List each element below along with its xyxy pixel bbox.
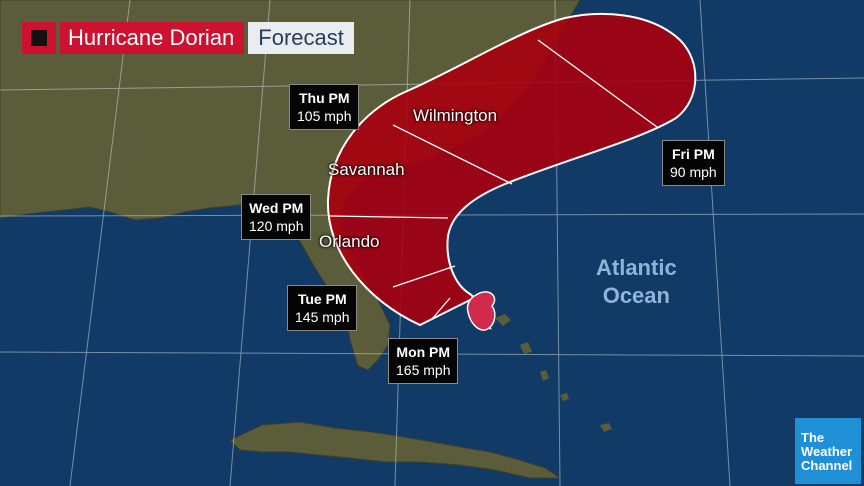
forecast-cone [326,12,697,330]
forecast-point-mon: Mon PM 165 mph [388,338,459,384]
forecast-wind: 90 mph [670,164,717,180]
title-forecast: Forecast [248,22,354,54]
city-label-savannah: Savannah [328,160,405,179]
forecast-point-tue: Tue PM 145 mph [287,285,358,331]
logo-line3: Channel [801,458,853,473]
title-bar: Hurricane Dorian Forecast [22,22,354,54]
bahamas-island [540,370,549,381]
ocean-label: Atlantic Ocean [596,254,677,310]
forecast-wind: 105 mph [297,108,352,124]
bahamas-island [520,342,532,354]
hurricane-icon [466,291,496,331]
logo-line2: Weather [801,444,853,459]
city-label-wilmington: Wilmington [413,106,498,125]
title-icon-box [22,22,56,54]
bahamas-island [495,314,511,326]
forecast-wind: 145 mph [295,309,350,325]
forecast-day: Mon PM [396,344,451,360]
forecast-day: Wed PM [249,200,304,216]
forecast-point-fri: Fri PM 90 mph [662,140,725,186]
bahamas-island [600,423,612,432]
ocean-label-line2: Ocean [602,283,670,308]
title-storm-name: Hurricane Dorian [60,22,245,54]
logo-line1: The [801,430,825,445]
cuba [229,421,562,479]
forecast-point-wed: Wed PM 120 mph [241,194,312,240]
forecast-day: Tue PM [297,291,347,307]
cone-segment-lines [329,39,658,320]
forecast-day: Fri PM [671,146,715,162]
bahamas-island [560,393,569,401]
ocean-label-line1: Atlantic [596,255,677,280]
forecast-day: Thu PM [298,90,350,106]
hurricane-square-icon [31,30,47,46]
forecast-point-thu: Thu PM 105 mph [289,84,360,130]
city-label-orlando: Orlando [319,232,380,251]
weather-channel-logo: The Weather Channel [795,418,861,484]
forecast-wind: 165 mph [396,362,451,378]
forecast-wind: 120 mph [249,218,304,234]
